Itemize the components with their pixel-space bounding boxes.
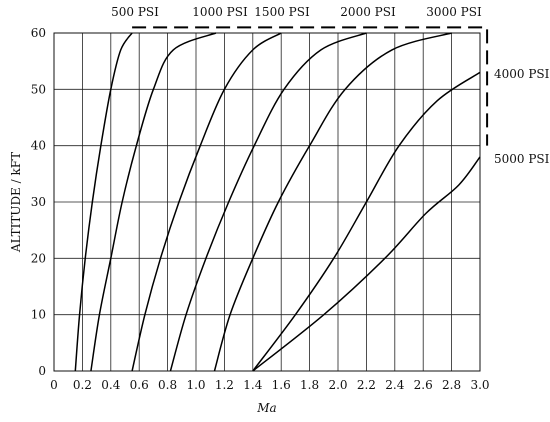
dashed-boundary-line xyxy=(132,26,489,146)
curve-label: 1000 PSI xyxy=(192,5,248,19)
curve-2000-psi xyxy=(169,32,367,372)
curve-1500-psi xyxy=(131,32,282,372)
x-tick-label: 0.2 xyxy=(73,378,92,392)
curve-500-psi xyxy=(74,32,133,372)
x-axis-title: Ma xyxy=(256,401,276,415)
x-tick-label: 3.0 xyxy=(470,378,489,392)
x-tick-label: 2.4 xyxy=(385,378,404,392)
x-tick-label: 0.8 xyxy=(158,378,177,392)
curve-label: 500 PSI xyxy=(111,5,159,19)
x-tick-label: 2.0 xyxy=(328,378,347,392)
curve-4000-psi xyxy=(252,71,481,372)
x-tick-label: 0.4 xyxy=(101,378,120,392)
curve-label: 3000 PSI xyxy=(426,5,482,19)
curve-5000-psi xyxy=(252,156,481,372)
curve-label: 2000 PSI xyxy=(340,5,396,19)
x-tick-label: 2.2 xyxy=(357,378,376,392)
x-tick-label: 0.6 xyxy=(130,378,149,392)
x-tick-label: 1.0 xyxy=(186,378,205,392)
grid xyxy=(54,33,480,371)
labels: 0 0.2 0.4 0.6 0.8 1.0 1.2 1.4 1.6 1.8 2.0 2.2 2.4 2.6… xyxy=(31,5,550,392)
curve-label: 5000 PSI xyxy=(494,152,550,166)
curve-label: 1500 PSI xyxy=(254,5,310,19)
y-tick-label: 60 xyxy=(31,26,46,40)
plot-frame xyxy=(53,32,481,372)
y-tick-label: 20 xyxy=(31,251,46,265)
y-tick-label: 50 xyxy=(31,82,46,96)
y-axis-title: ALTITUDE / kFT xyxy=(9,152,23,253)
curve-1000-psi xyxy=(90,32,217,372)
y-tick-label: 30 xyxy=(31,195,46,209)
y-tick-label: 10 xyxy=(31,308,46,322)
curve-3000-psi xyxy=(213,32,452,372)
x-tick-label: 2.6 xyxy=(414,378,433,392)
x-tick-label: 1.6 xyxy=(272,378,291,392)
y-tick-label: 40 xyxy=(31,139,46,153)
x-tick-label: 1.2 xyxy=(215,378,234,392)
x-tick-label: 1.4 xyxy=(243,378,262,392)
x-tick-label: 0 xyxy=(50,378,58,392)
curve-label: 4000 PSI xyxy=(494,67,550,81)
x-tick-label: 1.8 xyxy=(300,378,319,392)
x-tick-label: 2.8 xyxy=(442,378,461,392)
curves xyxy=(74,26,489,372)
y-tick-label: 0 xyxy=(38,364,46,378)
